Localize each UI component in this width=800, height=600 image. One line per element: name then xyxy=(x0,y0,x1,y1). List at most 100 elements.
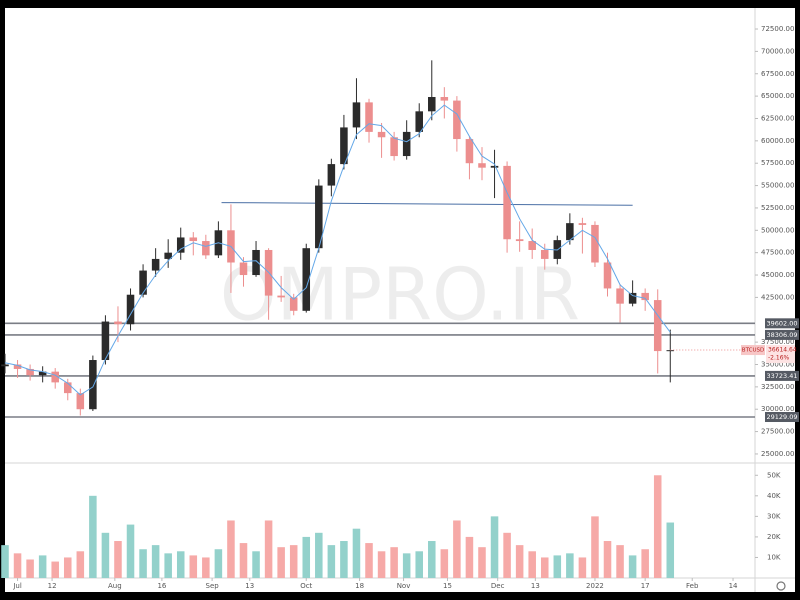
volume-bar xyxy=(76,551,85,578)
volume-bar xyxy=(553,555,562,578)
volume-bar xyxy=(302,536,311,578)
volume-bar xyxy=(641,549,649,578)
y-tick-label: 30000.00 xyxy=(761,405,794,413)
y-tick-label: 62500.00 xyxy=(761,114,794,122)
y-tick-label: 67500.00 xyxy=(761,70,794,78)
volume-bar xyxy=(490,516,499,578)
volume-bar xyxy=(252,551,260,578)
candle-body xyxy=(628,292,637,304)
volume-bar xyxy=(402,553,411,578)
x-tick-label: 14 xyxy=(729,582,738,590)
y-tick-label: 52500.00 xyxy=(761,204,794,212)
volume-bar xyxy=(566,553,574,578)
volume-bar xyxy=(415,551,423,578)
y-tick-label: 55000.00 xyxy=(761,182,794,190)
volume-bar xyxy=(628,555,637,578)
y-tick-label: 70000.00 xyxy=(761,47,794,55)
y-tick-label: 60000.00 xyxy=(761,137,794,145)
volume-bar xyxy=(114,541,122,578)
candle-body xyxy=(1,364,9,367)
volume-bar xyxy=(227,520,235,578)
volume-bar xyxy=(653,475,662,578)
candle-body xyxy=(591,224,599,263)
level-label: 39602.00 xyxy=(766,319,797,327)
x-tick-label: Dec xyxy=(491,582,505,590)
app-background xyxy=(5,8,795,592)
x-tick-label: Feb xyxy=(686,582,699,590)
candle-body xyxy=(289,297,298,311)
candle-body xyxy=(352,102,361,128)
x-tick-label: Aug xyxy=(108,582,122,590)
candle-body xyxy=(26,368,34,376)
y-tick-label: 42500.00 xyxy=(761,293,794,301)
volume-bar xyxy=(202,557,210,578)
candle-body xyxy=(202,241,210,256)
y-tick-label: 65000.00 xyxy=(761,92,794,100)
candle-body xyxy=(428,97,436,112)
candle-body xyxy=(164,252,172,259)
volume-tick-label: 20K xyxy=(767,533,781,541)
settings-icon[interactable] xyxy=(776,581,786,591)
y-tick-label: 25000.00 xyxy=(761,450,794,458)
volume-bar xyxy=(13,553,22,578)
level-label-box xyxy=(765,329,799,340)
volume-bar xyxy=(503,532,511,578)
volume-bar xyxy=(189,555,198,578)
volume-bar xyxy=(327,545,336,578)
candle-body xyxy=(315,185,323,249)
volume-bar xyxy=(89,495,97,578)
candle-body xyxy=(277,295,285,298)
volume-tick-label: 50K xyxy=(767,471,781,479)
volume-bar xyxy=(390,547,398,578)
gear[interactable] xyxy=(776,581,786,591)
candle-body xyxy=(440,97,449,101)
volume-bar xyxy=(151,545,160,578)
moving-average xyxy=(4,104,671,396)
candle-body xyxy=(540,249,549,259)
volume-bar xyxy=(616,545,624,578)
y-tick-label: 37500.00 xyxy=(761,338,794,346)
candle-body xyxy=(63,382,72,394)
volume-bar xyxy=(528,551,536,578)
x-tick-label: 15 xyxy=(443,582,452,590)
x-tick-label: Nov xyxy=(397,582,411,590)
level-label: 38306.09 xyxy=(766,331,797,339)
volume-bar xyxy=(591,516,599,578)
candle-body xyxy=(515,239,524,242)
symbol-box xyxy=(741,345,765,356)
level-label: 29129.09 xyxy=(766,413,797,421)
x-tick-label: 17 xyxy=(641,582,650,590)
volume-tick-label: 40K xyxy=(767,492,781,500)
level-label-box xyxy=(765,370,799,381)
volume-bar xyxy=(1,545,9,578)
candle-body xyxy=(566,223,574,241)
x-tick-label: Jul xyxy=(12,582,22,590)
candle-body xyxy=(641,292,649,301)
volume-bar xyxy=(164,553,172,578)
candle-body xyxy=(302,248,311,311)
level-label-box xyxy=(765,412,799,423)
candle-body xyxy=(465,139,474,164)
last-price-box xyxy=(766,345,795,364)
volume-bar xyxy=(603,541,612,578)
volume-bar xyxy=(515,545,524,578)
candle-body xyxy=(453,100,461,140)
volume-bar xyxy=(139,549,147,578)
candle-body xyxy=(13,364,22,369)
candle-body xyxy=(377,131,386,138)
volume-bar xyxy=(453,520,461,578)
candle-body xyxy=(402,131,411,157)
candle-body xyxy=(390,137,398,157)
x-tick-label: Oct xyxy=(300,582,312,590)
candle-body xyxy=(51,371,59,383)
volume-bar xyxy=(365,543,373,578)
volume-bar xyxy=(289,545,298,578)
candle-body xyxy=(503,165,511,240)
volume-bar xyxy=(428,541,436,578)
volume-bar xyxy=(340,541,348,578)
y-tick-label: 47500.00 xyxy=(761,249,794,257)
volume-tick-label: 30K xyxy=(767,512,781,520)
symbol-label: BTCUSD xyxy=(742,348,764,354)
candle-body xyxy=(252,249,260,276)
